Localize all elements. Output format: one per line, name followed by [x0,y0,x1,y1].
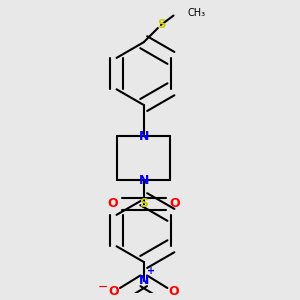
Text: O: O [109,285,119,298]
Text: N: N [139,274,149,287]
Text: −: − [98,280,108,294]
Text: S: S [157,18,165,32]
Text: O: O [108,197,118,210]
Text: N: N [139,174,149,187]
Text: CH₃: CH₃ [188,8,206,18]
Text: +: + [147,266,155,276]
Text: N: N [139,130,149,143]
Text: S: S [139,197,148,210]
Text: O: O [169,197,180,210]
Text: O: O [168,285,179,298]
